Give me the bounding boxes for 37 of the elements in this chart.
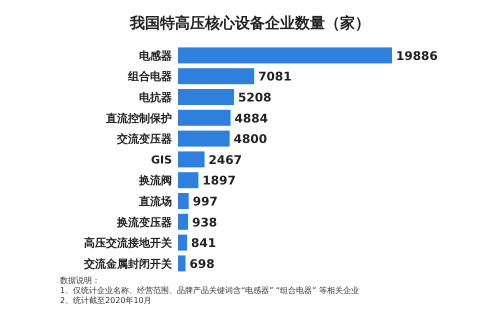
y-tick-label: 高压交流接地开关 [84, 236, 173, 250]
text: 数据说明： [60, 276, 100, 285]
y-tick-label: 电感器 [139, 49, 172, 62]
y-tick-label: GIS [150, 153, 172, 166]
bar [178, 255, 186, 272]
bar [178, 151, 205, 168]
bar [178, 110, 231, 126]
y-tick-label: 电抗器 [139, 91, 172, 104]
data-label: 938 [192, 215, 218, 230]
bar [178, 130, 230, 147]
y-tick-label: 交流金属封闭开关 [83, 257, 173, 270]
bar [178, 47, 392, 64]
data-label: 5208 [238, 90, 272, 104]
data-label: 7081 [258, 70, 292, 84]
bar [178, 214, 188, 230]
bar [178, 68, 254, 84]
data-label: 2467 [208, 152, 242, 167]
bar [178, 89, 234, 105]
y-tick-label: 直流控制保护 [105, 112, 172, 125]
text: 1、仅统计企业名称、经营范围、品牌产品关键词含“电感器” “组合电器” 等相关企业 [60, 286, 359, 295]
y-tick-label: 换流阀 [138, 174, 172, 188]
bar [178, 234, 188, 251]
bar [178, 172, 198, 188]
data-label: 841 [191, 236, 216, 250]
data-label: 4800 [234, 132, 268, 146]
y-tick-label: 组合电器 [127, 70, 172, 84]
data-label: 4884 [234, 111, 268, 126]
data-label: 698 [190, 256, 215, 271]
data-label: 1897 [202, 174, 236, 188]
y-tick-label: 交流变压器 [116, 132, 172, 146]
data-label: 997 [192, 194, 218, 208]
text: 2、统计截至2020年10月 [60, 296, 152, 305]
chart-title: 我国特高压核心设备企业数量（家） [129, 14, 370, 32]
y-tick-label: 直流场 [138, 195, 172, 208]
data-label: 19886 [396, 48, 438, 63]
y-tick-label: 换流变压器 [116, 216, 172, 229]
bar [178, 193, 189, 209]
